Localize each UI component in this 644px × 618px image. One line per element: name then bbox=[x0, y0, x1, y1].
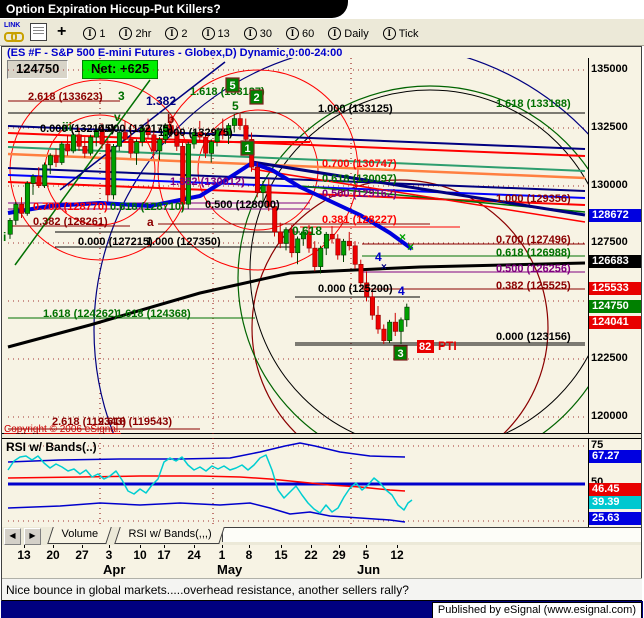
day-label: 13 bbox=[17, 548, 31, 562]
axis-label: 135000 bbox=[591, 63, 628, 75]
link-icon[interactable]: LINK bbox=[4, 22, 26, 42]
day-tick bbox=[164, 545, 165, 548]
day-label: 3 bbox=[105, 548, 113, 562]
interval-label: 60 bbox=[302, 27, 315, 40]
properties-icon[interactable] bbox=[30, 23, 47, 41]
tab-scroll-left-button[interactable]: ◀ bbox=[4, 528, 21, 545]
price-tag: 67.27 bbox=[589, 450, 641, 463]
interval-icon: I bbox=[119, 27, 133, 40]
month-label: May bbox=[217, 562, 243, 577]
interval-icon: I bbox=[83, 27, 97, 40]
day-tick bbox=[140, 545, 141, 548]
interval-button-60[interactable]: I 60 bbox=[286, 27, 314, 40]
day-tick bbox=[397, 545, 398, 548]
day-label: 1 bbox=[218, 548, 226, 562]
pane-tabstrip: ◀ ▶ Volume RSI w/ Bands(,,,) bbox=[2, 527, 641, 545]
day-tick bbox=[281, 545, 282, 548]
day-tick bbox=[109, 545, 110, 548]
day-tick bbox=[249, 545, 250, 548]
day-label: 24 bbox=[187, 548, 201, 562]
day-tick bbox=[339, 545, 340, 548]
add-interval-icon[interactable]: + bbox=[57, 23, 67, 40]
day-label: 8 bbox=[245, 548, 253, 562]
price-tag: 124041 bbox=[589, 316, 641, 329]
day-label: 12 bbox=[390, 548, 404, 562]
interval-icon: I bbox=[243, 27, 257, 40]
price-tag: 125533 bbox=[589, 282, 641, 295]
day-label: 10 bbox=[133, 548, 147, 562]
interval-label: 2hr bbox=[135, 27, 152, 40]
interval-button-Daily[interactable]: I Daily bbox=[328, 27, 369, 40]
day-label: 27 bbox=[75, 548, 89, 562]
comment-bar[interactable]: Nice bounce in global markets.....overhe… bbox=[2, 578, 642, 601]
day-label: 17 bbox=[157, 548, 171, 562]
price-axis-divider bbox=[588, 58, 589, 527]
toolbar: LINK + I 1 I 2hr I 2 I 13 I 30 I 60 I Daily I Tick bbox=[0, 18, 644, 46]
last-price-box: 124750 bbox=[7, 60, 69, 79]
price-tag: 46.45 bbox=[589, 483, 641, 496]
tab-scroll-right-button[interactable]: ▶ bbox=[24, 528, 41, 545]
day-label: 15 bbox=[274, 548, 288, 562]
tabstrip-filler bbox=[221, 527, 641, 542]
day-tick bbox=[53, 545, 54, 548]
day-label: 20 bbox=[46, 548, 60, 562]
interval-button-Tick[interactable]: I Tick bbox=[382, 27, 419, 40]
interval-button-2hr[interactable]: I 2hr bbox=[119, 27, 151, 40]
publisher-bar: Published by eSignal (www.esignal.com) bbox=[1, 601, 643, 618]
page-title: Option Expiration Hiccup-Put Killers? bbox=[6, 2, 221, 16]
tab-volume[interactable]: Volume bbox=[47, 527, 112, 544]
publisher-credit: Published by eSignal (www.esignal.com) bbox=[431, 602, 642, 618]
price-tag: 126683 bbox=[589, 255, 641, 268]
day-tick bbox=[194, 545, 195, 548]
axis-label: 120000 bbox=[591, 410, 628, 422]
interval-icon: I bbox=[286, 27, 299, 40]
day-label: 29 bbox=[332, 548, 346, 562]
month-label: Apr bbox=[103, 562, 126, 577]
price-tag: 124750 bbox=[589, 300, 641, 313]
window-titlebar: Option Expiration Hiccup-Put Killers? bbox=[0, 0, 644, 18]
axis-label: 75 bbox=[591, 439, 604, 451]
interval-icon: I bbox=[328, 27, 342, 40]
tab-rsi-bands[interactable]: RSI w/ Bands(,,,) bbox=[113, 527, 225, 544]
interval-label: 1 bbox=[99, 27, 106, 40]
day-tick bbox=[311, 545, 312, 548]
interval-label: 2 bbox=[181, 27, 188, 40]
axis-label: 132500 bbox=[591, 121, 628, 133]
interval-icon: I bbox=[382, 27, 396, 40]
comment-text: Nice bounce in global markets.....overhe… bbox=[6, 583, 409, 597]
interval-label: 13 bbox=[217, 27, 230, 40]
interval-label: 30 bbox=[259, 27, 272, 40]
price-tag: 39.39 bbox=[589, 496, 641, 509]
axis-label: 122500 bbox=[591, 352, 628, 364]
price-tag: 128672 bbox=[589, 209, 641, 222]
interval-icon: I bbox=[201, 27, 215, 40]
day-label: 5 bbox=[362, 548, 370, 562]
chart-window bbox=[1, 46, 642, 601]
day-tick bbox=[222, 545, 223, 548]
time-axis[interactable]: 13 20 27 3 10 17 24 1 8 15 22 29 5 12 Apr May Jun bbox=[2, 545, 641, 578]
interval-buttons: I 1 I 2hr I 2 I 13 I 30 I 60 I Daily I Tick bbox=[76, 23, 425, 41]
day-tick bbox=[24, 545, 25, 548]
net-change-badge: Net: +625 bbox=[82, 60, 159, 79]
symbol-header: (ES #F - S&P 500 E-mini Futures - Globex… bbox=[7, 47, 343, 59]
interval-label: Tick bbox=[398, 27, 419, 40]
interval-button-13[interactable]: I 13 bbox=[201, 27, 230, 40]
axis-label: 127500 bbox=[591, 236, 628, 248]
day-tick bbox=[82, 545, 83, 548]
interval-icon: I bbox=[165, 27, 179, 40]
price-tag: 25.63 bbox=[589, 512, 641, 525]
panel-separator[interactable] bbox=[2, 433, 641, 439]
day-label: 22 bbox=[304, 548, 318, 562]
axis-label: 130000 bbox=[591, 179, 628, 191]
day-tick bbox=[366, 545, 367, 548]
interval-label: Daily bbox=[344, 27, 369, 40]
month-label: Jun bbox=[357, 562, 381, 577]
chart-title-tab[interactable]: Option Expiration Hiccup-Put Killers? bbox=[0, 0, 348, 18]
interval-button-30[interactable]: I 30 bbox=[243, 27, 272, 40]
